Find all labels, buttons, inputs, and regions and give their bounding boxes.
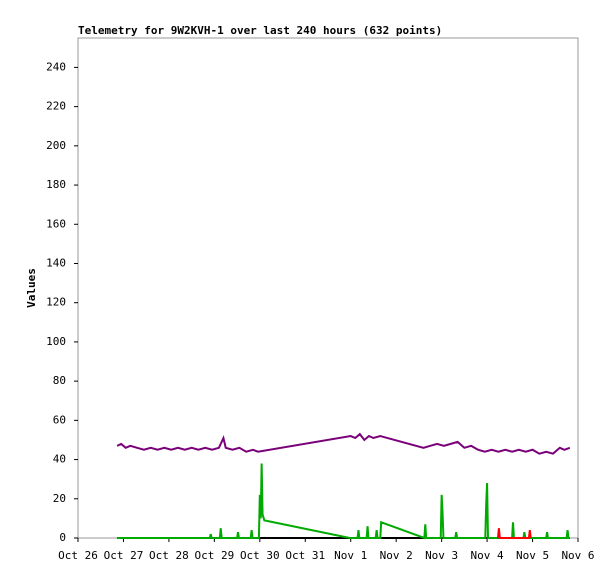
x-tick-label: Nov 2 (380, 549, 413, 562)
y-tick-label: 240 (46, 60, 66, 73)
y-tick-label: 120 (46, 296, 66, 309)
x-tick-label: Oct 27 (104, 549, 144, 562)
x-tick-label: Nov 3 (425, 549, 458, 562)
chart-title: Telemetry for 9W2KVH-1 over last 240 hou… (78, 24, 442, 37)
y-tick-label: 60 (53, 413, 66, 426)
series-line (116, 432, 571, 455)
x-tick-label: Oct 31 (285, 549, 325, 562)
x-tick-label: Oct 30 (240, 549, 280, 562)
y-tick-label: 80 (53, 374, 66, 387)
y-tick-label: 140 (46, 256, 66, 269)
plot-area (77, 37, 579, 539)
x-tick-label: Oct 29 (194, 549, 234, 562)
y-tick-label: 220 (46, 100, 66, 113)
y-tick-label: 20 (53, 492, 66, 505)
series-line (497, 528, 532, 539)
x-tick-label: Nov 6 (561, 549, 594, 562)
y-tick-label: 0 (59, 531, 66, 544)
x-tick-label: Oct 28 (149, 549, 189, 562)
y-tick-label: 100 (46, 335, 66, 348)
x-tick-label: Oct 26 (58, 549, 98, 562)
x-tick-label: Nov 4 (471, 549, 504, 562)
y-tick-label: 40 (53, 453, 66, 466)
x-tick-label: Nov 1 (334, 549, 367, 562)
y-tick-label: 200 (46, 139, 66, 152)
x-tick-label: Nov 5 (516, 549, 549, 562)
y-tick-label: 160 (46, 217, 66, 230)
y-axis-label: Values (25, 268, 38, 308)
y-tick-label: 180 (46, 178, 66, 191)
